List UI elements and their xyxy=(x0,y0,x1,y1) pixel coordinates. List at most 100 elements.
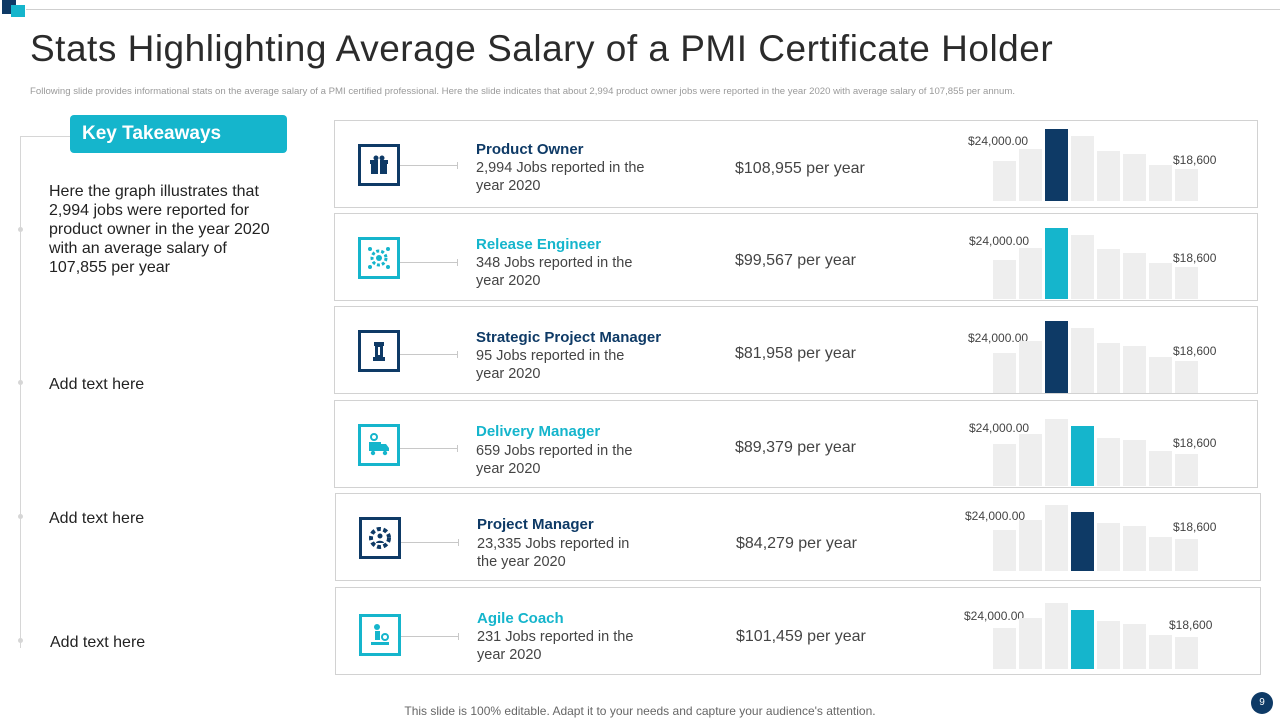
salary-bar-chart xyxy=(993,505,1223,571)
salary-bar xyxy=(1149,263,1172,299)
salary-bar xyxy=(1019,341,1042,393)
salary-bar xyxy=(1149,357,1172,393)
salary-bar xyxy=(1149,635,1172,669)
delivery-truck-icon xyxy=(358,424,400,466)
bar-min-label: $18,600 xyxy=(1173,251,1217,265)
jobs-reported: 659 Jobs reported in the year 2020 xyxy=(476,443,633,477)
page-subtitle: Following slide provides informational s… xyxy=(30,86,1015,97)
salary-bar xyxy=(1097,151,1120,201)
role-title: Release Engineer xyxy=(476,236,602,253)
salary-bar xyxy=(1019,248,1042,299)
card-connector xyxy=(400,445,458,452)
salary-bar xyxy=(1175,454,1198,486)
top-divider xyxy=(26,9,1280,10)
timeline-top-line xyxy=(20,136,72,137)
role-title: Delivery Manager xyxy=(476,423,601,440)
jobs-reported: 348 Jobs reported in the year 2020 xyxy=(476,255,633,289)
role-title: Agile Coach xyxy=(477,610,564,627)
salary-bar xyxy=(1175,539,1198,571)
salary-bar xyxy=(1097,438,1120,486)
salary-bar xyxy=(1175,267,1198,299)
gift-box-icon xyxy=(358,144,400,186)
salary-bar xyxy=(1097,523,1120,571)
timeline-dot xyxy=(18,227,23,232)
salary-bar xyxy=(1019,149,1042,201)
jobs-reported: 231 Jobs reported in the year 2020 xyxy=(477,629,634,663)
card-connector xyxy=(401,539,459,546)
salary-bar xyxy=(1149,537,1172,571)
salary-bar xyxy=(1175,361,1198,393)
salary-bar xyxy=(1123,253,1146,299)
bar-min-label: $18,600 xyxy=(1173,344,1217,358)
salary-bar xyxy=(1123,154,1146,201)
average-salary: $84,279 per year xyxy=(736,535,857,552)
key-takeaways-summary: Here the graph illustrates that 2,994 jo… xyxy=(49,183,270,276)
role-card-project-manager: Project Manager 23,335 Jobs reported in … xyxy=(335,493,1261,581)
average-salary: $81,958 per year xyxy=(735,345,856,362)
card-connector xyxy=(400,351,458,358)
card-connector xyxy=(400,259,458,266)
salary-bar-chart xyxy=(993,603,1223,669)
salary-bar-chart xyxy=(993,228,1223,299)
salary-bar xyxy=(1045,419,1068,486)
salary-bar xyxy=(1149,165,1172,201)
salary-bar xyxy=(1097,343,1120,393)
bar-max-label: $24,000.00 xyxy=(969,234,1030,248)
card-connector xyxy=(400,162,458,169)
salary-bar xyxy=(1097,249,1120,299)
salary-bar xyxy=(1123,440,1146,486)
salary-bar xyxy=(1097,621,1120,669)
salary-bar xyxy=(993,444,1016,486)
average-salary: $101,459 per year xyxy=(736,628,866,645)
jobs-reported: 95 Jobs reported in the year 2020 xyxy=(476,348,625,382)
salary-bar-chart xyxy=(993,129,1223,201)
corner-accent-cyan xyxy=(11,5,25,17)
salary-bar-highlight xyxy=(1071,512,1094,571)
salary-bar xyxy=(1123,526,1146,571)
jobs-reported: 23,335 Jobs reported in the year 2020 xyxy=(477,536,630,570)
average-salary: $99,567 per year xyxy=(735,252,856,269)
timeline-dot xyxy=(18,638,23,643)
salary-bar xyxy=(1149,451,1172,486)
salary-bar-highlight xyxy=(1071,610,1094,669)
role-title: Strategic Project Manager xyxy=(476,329,662,346)
card-connector xyxy=(401,633,459,640)
role-card-delivery-manager: Delivery Manager 659 Jobs reported in th… xyxy=(334,400,1258,488)
takeaway-item: Add text here xyxy=(50,634,146,651)
salary-bar-chart xyxy=(993,321,1223,393)
page-title: Stats Highlighting Average Salary of a P… xyxy=(30,28,1054,69)
salary-bar xyxy=(1071,328,1094,393)
bar-max-label: $24,000.00 xyxy=(964,609,1025,623)
bar-max-label: $24,000.00 xyxy=(968,134,1029,148)
bar-min-label: $18,600 xyxy=(1169,618,1213,632)
salary-bar xyxy=(993,353,1016,393)
role-card-strategic-project-manager: Strategic Project Manager 95 Jobs report… xyxy=(334,306,1258,394)
footer-note: This slide is 100% editable. Adapt it to… xyxy=(404,704,876,718)
jobs-reported: 2,994 Jobs reported in the year 2020 xyxy=(476,160,645,194)
timeline-dot xyxy=(18,380,23,385)
salary-bar xyxy=(1019,520,1042,571)
average-salary: $89,379 per year xyxy=(735,439,856,456)
salary-bar xyxy=(993,530,1016,571)
salary-bar-highlight xyxy=(1071,426,1094,486)
salary-bar xyxy=(1123,346,1146,393)
salary-bar xyxy=(1045,603,1068,669)
takeaway-item: Add text here xyxy=(49,510,145,527)
salary-bar xyxy=(1175,169,1198,201)
takeaway-item: Add text here xyxy=(49,376,145,393)
bar-max-label: $24,000.00 xyxy=(965,509,1026,523)
gear-network-icon xyxy=(358,237,400,279)
salary-bar xyxy=(1019,434,1042,486)
bar-max-label: $24,000.00 xyxy=(968,331,1029,345)
salary-bar xyxy=(993,161,1016,201)
salary-bar xyxy=(1045,505,1068,571)
page-number-badge: 9 xyxy=(1251,692,1273,714)
timeline-line xyxy=(20,136,21,648)
average-salary: $108,955 per year xyxy=(735,160,865,177)
coach-person-icon xyxy=(359,614,401,656)
salary-bar-highlight xyxy=(1045,321,1068,393)
bar-max-label: $24,000.00 xyxy=(969,421,1030,435)
salary-bar-highlight xyxy=(1045,228,1068,299)
bar-min-label: $18,600 xyxy=(1173,520,1217,534)
role-card-release-engineer: Release Engineer 348 Jobs reported in th… xyxy=(334,213,1258,301)
